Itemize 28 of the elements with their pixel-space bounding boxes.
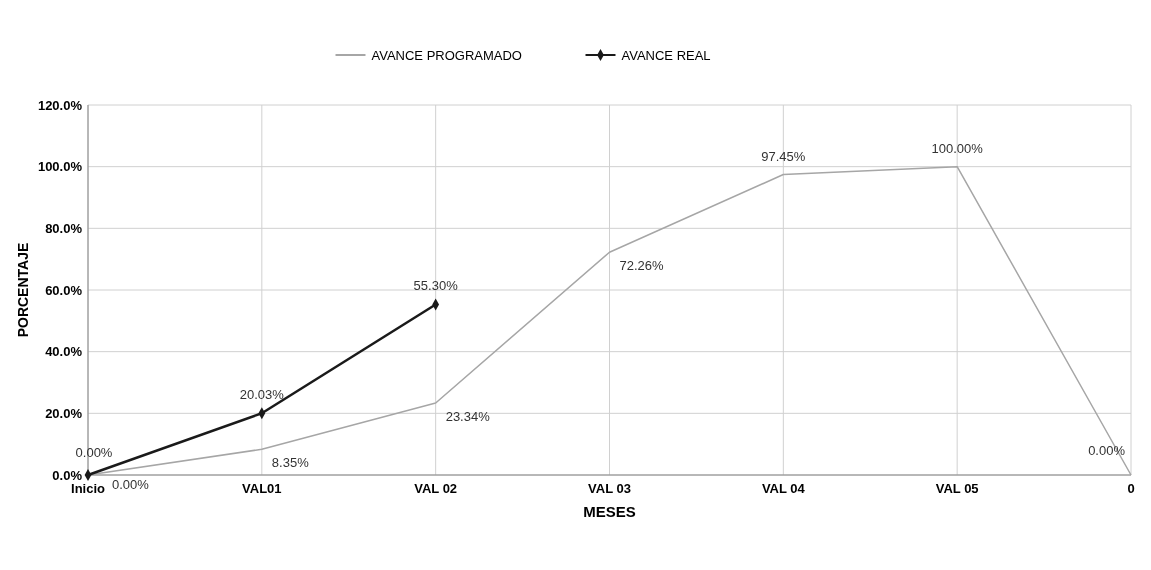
x-tick-label: VAL 02 [414,481,458,496]
data-label: 23.34% [445,409,491,425]
y-tick-label: 100.0% [37,159,83,175]
y-tick-label: 40.0% [45,344,83,360]
x-tick-label: VAL01 [242,481,282,496]
x-tick-label: 0 [1127,481,1135,496]
y-tick-label: 0.0% [52,467,83,483]
y-tick-label: 80.0% [45,220,83,236]
x-tick-label: VAL 05 [935,481,979,496]
data-label: 0.00% [112,477,150,492]
x-tick-label: VAL 04 [761,481,806,496]
y-tick-label: 20.0% [45,405,83,421]
legend-label: AVANCE REAL [621,47,711,63]
data-label: 100.00% [931,140,984,156]
x-axis-title: MESES [583,503,636,520]
x-tick-label: Inicio [71,481,106,496]
data-label: 55.30% [413,278,459,294]
data-label: 20.03% [239,387,285,403]
data-label: 0.00% [1088,443,1126,458]
x-tick-label: VAL 03 [588,481,631,496]
y-tick-label: 120.0% [37,97,83,113]
data-label: 8.35% [271,455,310,471]
data-label: 97.45% [761,148,806,164]
data-label: 0.00% [75,445,113,460]
y-tick-label: 60.0% [45,282,83,298]
legend-label: AVANCE PROGRAMADO [371,47,522,63]
y-axis-title: PORCENTAJE [15,242,31,338]
data-label: 72.26% [619,258,665,274]
